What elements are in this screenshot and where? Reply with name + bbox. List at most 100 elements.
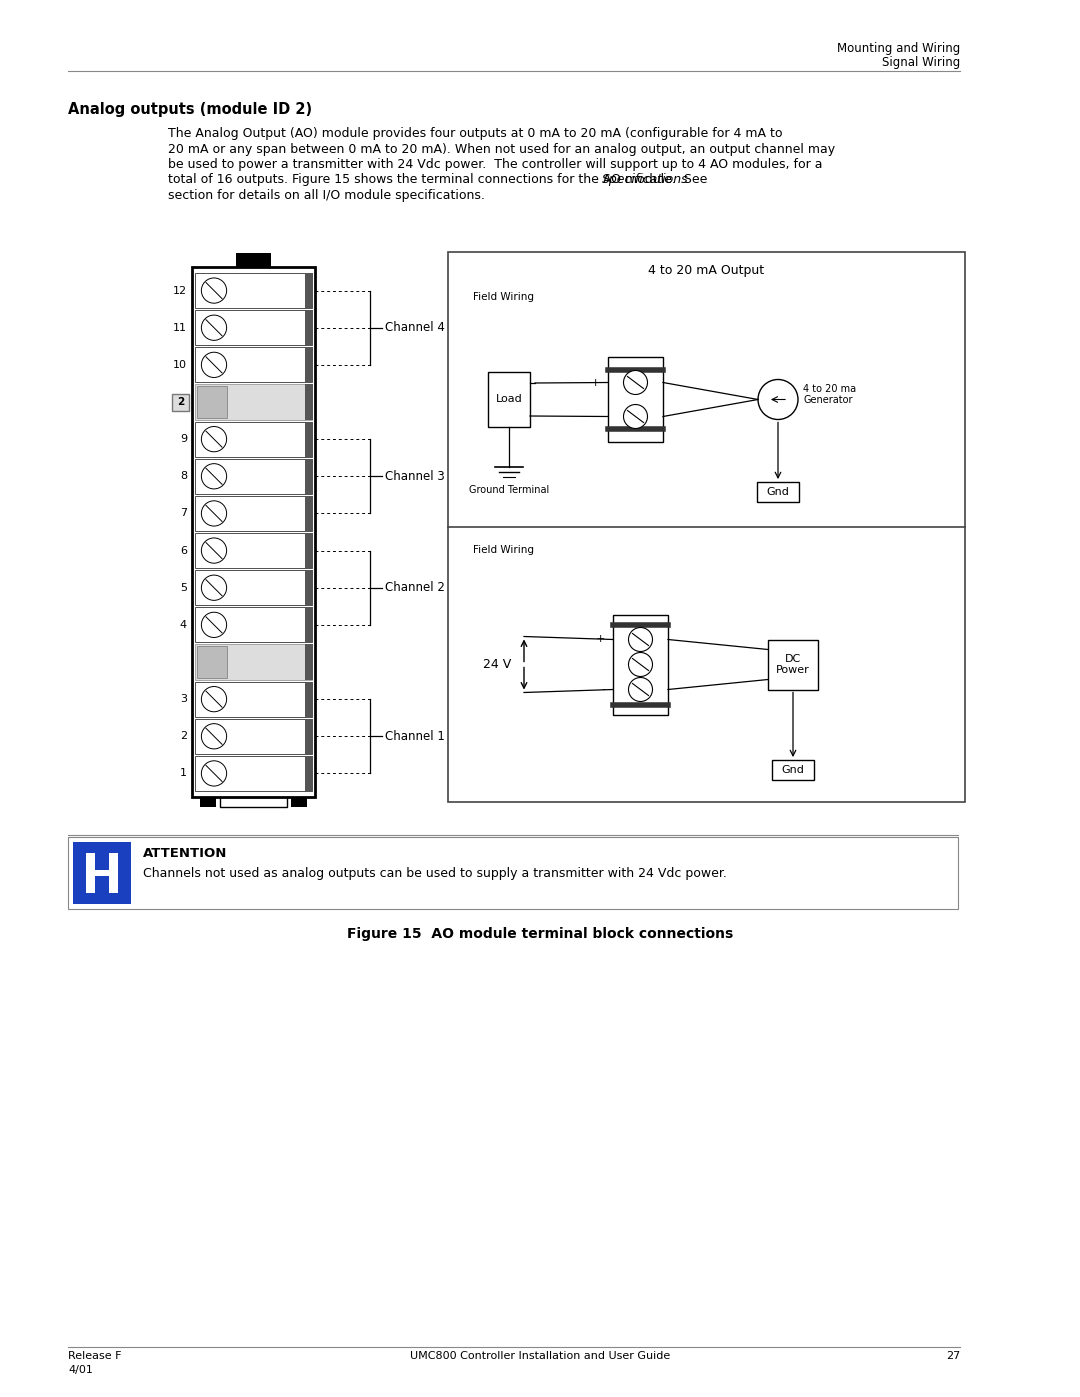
Text: Channels not used as analog outputs can be used to supply a transmitter with 24 : Channels not used as analog outputs can … bbox=[143, 868, 727, 880]
Circle shape bbox=[201, 316, 227, 341]
Circle shape bbox=[201, 761, 227, 787]
Circle shape bbox=[758, 380, 798, 419]
Bar bbox=[305, 496, 313, 531]
Bar bbox=[195, 682, 312, 717]
Bar bbox=[86, 870, 118, 876]
Circle shape bbox=[201, 352, 227, 377]
Bar bbox=[305, 384, 313, 419]
Text: 5: 5 bbox=[180, 583, 187, 592]
Text: Specifications: Specifications bbox=[603, 173, 689, 187]
Bar bbox=[73, 842, 131, 904]
Bar bbox=[195, 608, 312, 643]
Text: Mounting and Wiring: Mounting and Wiring bbox=[837, 42, 960, 54]
Bar bbox=[68, 837, 958, 909]
Text: 4: 4 bbox=[180, 620, 187, 630]
Text: 3: 3 bbox=[180, 694, 187, 704]
Text: -: - bbox=[596, 412, 600, 422]
Circle shape bbox=[201, 724, 227, 749]
Text: UMC800 Controller Installation and User Guide: UMC800 Controller Installation and User … bbox=[410, 1351, 670, 1361]
Bar bbox=[86, 852, 95, 893]
Bar bbox=[768, 640, 818, 690]
Bar bbox=[192, 267, 315, 798]
Text: section for details on all I/O module specifications.: section for details on all I/O module sp… bbox=[168, 189, 485, 203]
Bar bbox=[172, 394, 189, 411]
Text: 9: 9 bbox=[180, 434, 187, 444]
Text: Field Wiring: Field Wiring bbox=[473, 292, 534, 302]
Text: 8: 8 bbox=[180, 471, 187, 482]
Text: The Analog Output (AO) module provides four outputs at 0 mA to 20 mA (configurab: The Analog Output (AO) module provides f… bbox=[168, 127, 783, 140]
Bar bbox=[195, 384, 312, 419]
Text: 4 to 20 mA Output: 4 to 20 mA Output bbox=[648, 264, 765, 277]
Text: Channel 2: Channel 2 bbox=[384, 581, 445, 594]
Text: total of 16 outputs. Figure 15 shows the terminal connections for the AO module.: total of 16 outputs. Figure 15 shows the… bbox=[168, 173, 712, 187]
Bar bbox=[305, 644, 313, 679]
Bar bbox=[613, 615, 669, 714]
Circle shape bbox=[201, 464, 227, 489]
Bar bbox=[608, 358, 663, 441]
Text: 20 mA or any span between 0 mA to 20 mA). When not used for an analog output, an: 20 mA or any span between 0 mA to 20 mA)… bbox=[168, 142, 835, 155]
Bar bbox=[109, 852, 118, 893]
Text: -: - bbox=[600, 685, 605, 694]
Text: Channel 3: Channel 3 bbox=[384, 469, 445, 483]
Circle shape bbox=[201, 576, 227, 601]
Bar bbox=[305, 718, 313, 754]
Circle shape bbox=[201, 538, 227, 563]
Text: Figure 15  AO module terminal block connections: Figure 15 AO module terminal block conne… bbox=[347, 928, 733, 942]
Bar bbox=[488, 372, 530, 427]
Bar bbox=[195, 570, 312, 605]
Circle shape bbox=[201, 686, 227, 711]
Circle shape bbox=[623, 370, 648, 394]
Text: 1: 1 bbox=[180, 768, 187, 778]
Bar bbox=[195, 496, 312, 531]
Text: 4 to 20 ma
Generator: 4 to 20 ma Generator bbox=[804, 384, 856, 405]
Text: 6: 6 bbox=[180, 546, 187, 556]
Bar bbox=[195, 644, 312, 679]
Bar bbox=[772, 760, 814, 780]
Bar bbox=[448, 251, 966, 802]
Text: Channel 4: Channel 4 bbox=[384, 321, 445, 334]
Text: Release F: Release F bbox=[68, 1351, 121, 1361]
Bar bbox=[195, 534, 312, 569]
Bar bbox=[305, 570, 313, 605]
Bar bbox=[200, 798, 216, 807]
Circle shape bbox=[629, 652, 652, 676]
Text: 2: 2 bbox=[180, 731, 187, 742]
Text: Ground Terminal: Ground Terminal bbox=[469, 485, 549, 495]
Text: ATTENTION: ATTENTION bbox=[143, 847, 228, 861]
Bar bbox=[195, 756, 312, 791]
Text: Gnd: Gnd bbox=[767, 488, 789, 497]
Text: be used to power a transmitter with 24 Vdc power.  The controller will support u: be used to power a transmitter with 24 V… bbox=[168, 158, 823, 170]
Bar bbox=[195, 458, 312, 495]
Text: Field Wiring: Field Wiring bbox=[473, 545, 534, 555]
Bar bbox=[305, 348, 313, 383]
Text: Signal Wiring: Signal Wiring bbox=[881, 56, 960, 68]
Circle shape bbox=[201, 278, 227, 303]
Bar bbox=[195, 272, 312, 309]
Bar bbox=[195, 310, 312, 345]
Bar bbox=[305, 272, 313, 309]
Bar bbox=[197, 647, 227, 678]
Text: 7: 7 bbox=[180, 509, 187, 518]
Circle shape bbox=[629, 627, 652, 651]
Bar bbox=[305, 682, 313, 717]
Bar bbox=[195, 422, 312, 457]
Circle shape bbox=[623, 405, 648, 429]
Bar bbox=[195, 348, 312, 383]
Bar bbox=[305, 608, 313, 643]
Text: Analog outputs (module ID 2): Analog outputs (module ID 2) bbox=[68, 102, 312, 117]
Bar bbox=[305, 534, 313, 569]
Text: 27: 27 bbox=[946, 1351, 960, 1361]
Bar bbox=[305, 422, 313, 457]
Text: 2: 2 bbox=[177, 397, 184, 407]
Circle shape bbox=[201, 426, 227, 451]
Bar bbox=[305, 458, 313, 495]
Bar bbox=[237, 253, 271, 267]
Bar bbox=[757, 482, 799, 502]
Text: +: + bbox=[591, 377, 600, 387]
Circle shape bbox=[201, 612, 227, 637]
Bar bbox=[291, 798, 307, 807]
Text: 24 V: 24 V bbox=[483, 658, 511, 671]
Text: Load: Load bbox=[496, 394, 523, 405]
Circle shape bbox=[629, 678, 652, 701]
Bar bbox=[305, 310, 313, 345]
